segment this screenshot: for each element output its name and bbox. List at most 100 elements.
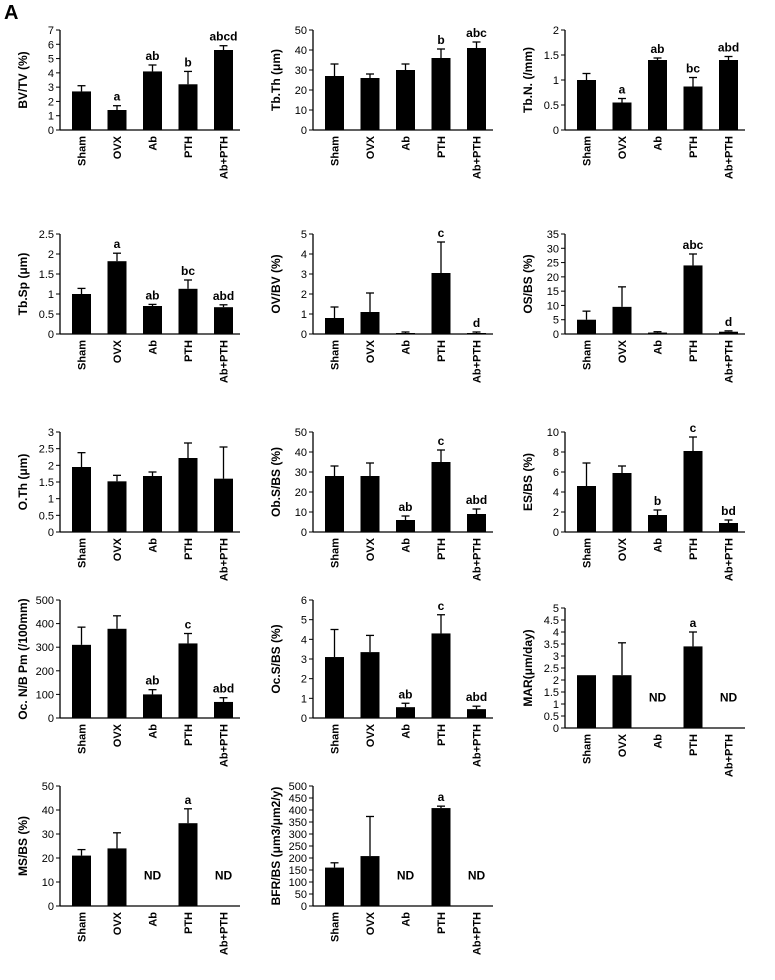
y-tick-label: 7 <box>48 25 54 37</box>
y-tick-label: 450 <box>289 793 307 805</box>
y-tick-label: 15 <box>547 286 559 298</box>
bar-ovx <box>612 306 632 334</box>
y-tick-label: 2 <box>301 289 307 301</box>
significance-label: c <box>690 421 697 435</box>
bar-ovx <box>107 628 127 718</box>
category-label: PTH <box>688 340 700 362</box>
category-label: Sham <box>330 724 342 754</box>
category-label: Sham <box>77 340 89 370</box>
y-tick-label: 3 <box>48 427 54 439</box>
y-tick-label: 0 <box>48 713 54 725</box>
category-label: Ab+PTH <box>472 340 484 383</box>
y-axis-label: ES/BS (%) <box>521 453 535 511</box>
significance-label: b <box>437 33 444 47</box>
y-tick-label: 5 <box>48 54 54 66</box>
category-label: OVX <box>617 135 629 159</box>
category-label: PTH <box>436 724 448 746</box>
significance-label: ab <box>145 288 159 302</box>
y-tick-label: 50 <box>295 25 307 37</box>
y-tick-label: 50 <box>295 889 307 901</box>
y-tick-label: 1 <box>553 699 559 711</box>
y-tick-label: 6 <box>301 595 307 607</box>
category-label: Ab <box>148 724 160 739</box>
bar-sham <box>325 476 344 532</box>
bar-ab-pth <box>214 478 233 532</box>
bar-pth <box>178 288 198 334</box>
category-label: OVX <box>365 537 377 561</box>
y-tick-label: 10 <box>295 507 307 519</box>
y-axis-label: Ob.S/BS (%) <box>269 447 283 517</box>
category-label: Sham <box>582 136 594 166</box>
y-tick-label: 5 <box>553 315 559 327</box>
significance-label: d <box>473 316 480 330</box>
category-label: Ab <box>401 136 413 151</box>
bar-ab <box>143 476 162 532</box>
y-tick-label: 2 <box>48 249 54 261</box>
bar-ab <box>396 520 415 532</box>
y-tick-label: 30 <box>295 467 307 479</box>
y-tick-label: 0 <box>48 901 54 913</box>
y-tick-label: 150 <box>289 865 307 877</box>
chart-1: 0 10 20 30 40 50 Tb.Th (μm) Sham OVX Ab b PTH abc Ab+… <box>269 25 493 179</box>
bar-pth <box>683 451 703 532</box>
bar-ab-pth <box>214 307 233 334</box>
significance-label: bd <box>721 504 736 518</box>
bar-sham <box>72 467 91 532</box>
bar-ab-pth <box>719 60 738 130</box>
y-tick-label: 1 <box>553 75 559 87</box>
bar-ab <box>143 306 162 334</box>
bar-sham <box>325 76 344 130</box>
bar-ab <box>396 333 415 334</box>
category-label: OVX <box>365 723 377 747</box>
y-tick-label: 4 <box>553 627 559 639</box>
y-tick-label: 10 <box>295 105 307 117</box>
significance-label: c <box>438 599 445 613</box>
category-label: Ab+PTH <box>724 538 736 581</box>
y-tick-label: 40 <box>42 805 54 817</box>
y-tick-label: 2.5 <box>39 229 54 241</box>
y-tick-label: 20 <box>295 85 307 97</box>
category-label: Sham <box>330 136 342 166</box>
significance-label: abd <box>213 289 234 303</box>
y-tick-label: 0.5 <box>39 510 54 522</box>
y-tick-label: 10 <box>547 427 559 439</box>
bar-ab-pth <box>214 701 233 718</box>
y-tick-label: 40 <box>295 447 307 459</box>
significance-label: b <box>184 55 191 69</box>
bar-sham <box>325 867 344 906</box>
y-tick-label: 4 <box>301 249 307 261</box>
bar-pth <box>683 646 703 728</box>
category-label: Ab <box>148 538 160 553</box>
chart-7: 0 10 20 30 40 50 Ob.S/BS (%) Sham OVX ab Ab c PTH abd… <box>269 427 493 581</box>
bar-sham <box>325 318 344 334</box>
chart-11: 00.511.522.533.544.55 MAR(μm/day) Sham OVX N… <box>521 603 745 777</box>
chart-4: 0 1 2 3 4 5 OV/BV (%) Sham OVX Ab c PTH d Ab+PTH <box>269 226 493 383</box>
bar-pth <box>431 462 451 532</box>
y-tick-label: 0 <box>301 527 307 539</box>
y-tick-label: 3 <box>301 654 307 666</box>
bar-sham <box>577 675 596 728</box>
y-tick-label: 4 <box>553 487 559 499</box>
bar-sham <box>72 855 91 906</box>
category-label: Ab <box>653 136 665 151</box>
y-tick-label: 200 <box>36 666 54 678</box>
y-tick-label: 2 <box>48 96 54 108</box>
category-label: OVX <box>365 135 377 159</box>
bar-pth <box>431 808 451 906</box>
significance-label: ND <box>720 691 738 705</box>
significance-label: c <box>438 434 445 448</box>
significance-label: ND <box>468 869 486 883</box>
y-tick-label: 200 <box>289 853 307 865</box>
category-label: Sham <box>330 340 342 370</box>
category-label: Sham <box>77 724 89 754</box>
y-tick-label: 0.5 <box>544 711 559 723</box>
significance-label: bc <box>686 62 700 76</box>
bar-ab-pth <box>467 709 486 718</box>
y-tick-label: 10 <box>42 877 54 889</box>
category-label: OVX <box>112 911 124 935</box>
y-tick-label: 4 <box>48 68 54 80</box>
y-tick-label: 10 <box>547 300 559 312</box>
y-tick-label: 0 <box>301 713 307 725</box>
category-label: Ab <box>401 724 413 739</box>
y-tick-label: 2.5 <box>39 444 54 456</box>
